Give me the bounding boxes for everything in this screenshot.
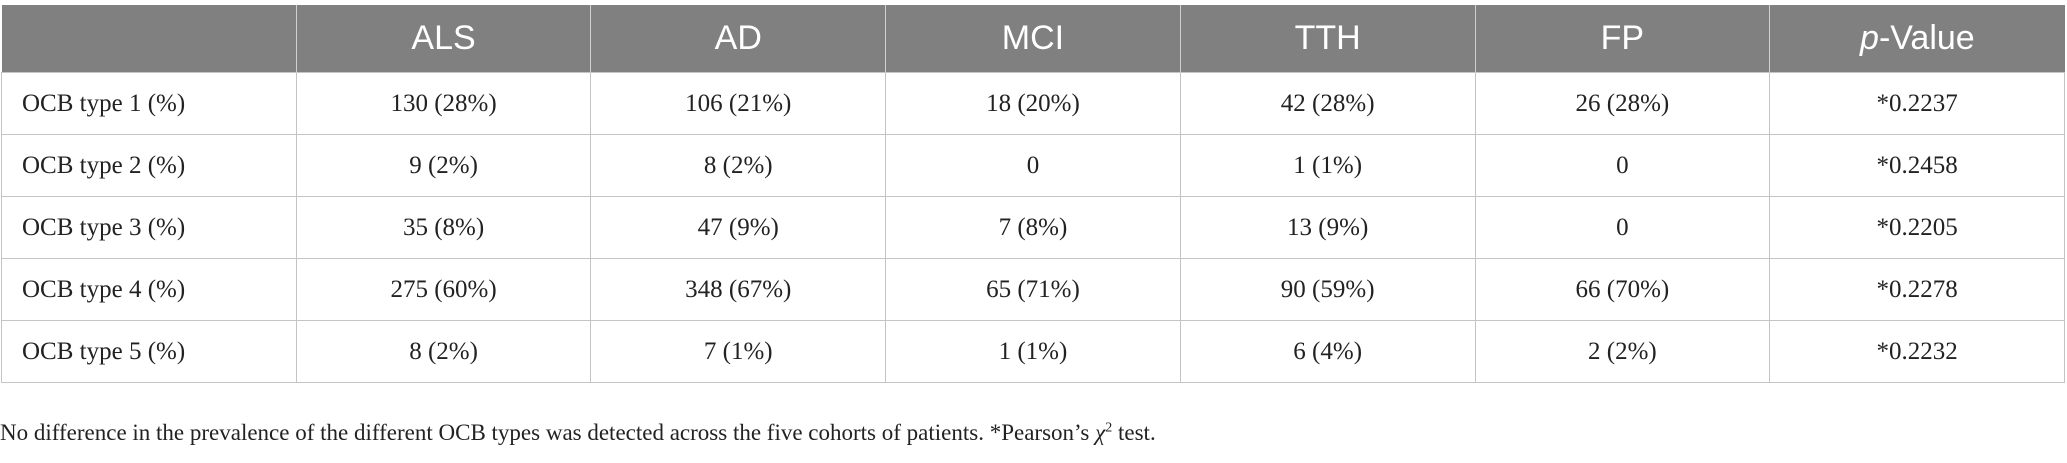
column-header: p-Value [1769, 5, 2065, 73]
cell: 0 [1474, 134, 1771, 197]
footnote-symbol: χ [1095, 420, 1106, 445]
cell: 8 (2%) [295, 320, 592, 383]
footnote: No difference in the prevalence of the d… [0, 420, 1156, 446]
cell: 6 (4%) [1179, 320, 1476, 383]
cell: 1 (1%) [1179, 134, 1476, 197]
cell: 9 (2%) [295, 134, 592, 197]
footnote-after: test. [1112, 420, 1156, 445]
table-row: OCB type 1 (%) 130 (28%) 106 (21%) 18 (20%)… [1, 72, 2065, 135]
row-label: OCB type 4 (%) [1, 258, 297, 321]
row-label: OCB type 1 (%) [1, 72, 297, 135]
cell: *0.2278 [1769, 258, 2065, 321]
column-header: TTH [1179, 5, 1476, 73]
table-body: OCB type 1 (%) 130 (28%) 106 (21%) 18 (20%)… [1, 72, 2065, 383]
row-label: OCB type 3 (%) [1, 196, 297, 259]
cell: 66 (70%) [1474, 258, 1771, 321]
cell: 8 (2%) [590, 134, 887, 197]
cell: 26 (28%) [1474, 72, 1771, 135]
cell: *0.2458 [1769, 134, 2065, 197]
cell: *0.2205 [1769, 196, 2065, 259]
footnote-sup: 2 [1105, 420, 1113, 436]
cell: 65 (71%) [885, 258, 1181, 321]
column-header: MCI [885, 5, 1181, 73]
cell: 106 (21%) [590, 72, 887, 135]
cell: 1 (1%) [885, 320, 1181, 383]
cell: 35 (8%) [295, 196, 592, 259]
cell: 7 (1%) [590, 320, 887, 383]
header-italic: p [1860, 19, 1879, 57]
cell: 0 [1474, 196, 1771, 259]
cell: 13 (9%) [1179, 196, 1476, 259]
cell: 275 (60%) [295, 258, 592, 321]
table-row: OCB type 2 (%) 9 (2%) 8 (2%) 0 1 (1%) 0 *0.245… [1, 134, 2065, 197]
table-row: OCB type 3 (%) 35 (8%) 47 (9%) 7 (8%) 13 (9%… [1, 196, 2065, 259]
column-header: AD [590, 5, 886, 73]
cell: 42 (28%) [1179, 72, 1476, 135]
cell: *0.2237 [1769, 72, 2065, 135]
cell: 348 (67%) [590, 258, 887, 321]
cell: *0.2232 [1769, 320, 2065, 383]
table-row: OCB type 4 (%) 275 (60%) 348 (67%) 65 (71%)… [1, 258, 2065, 321]
header-text: -Value [1878, 19, 1975, 57]
data-table: ALS AD MCI TTH FP p-Value OCB type 1 (%) 130 (… [1, 5, 2065, 383]
row-label: OCB type 5 (%) [1, 320, 297, 383]
column-header: ALS [295, 5, 591, 73]
cell: 18 (20%) [885, 72, 1181, 135]
cell: 90 (59%) [1179, 258, 1476, 321]
cell: 47 (9%) [590, 196, 887, 259]
footnote-text: No difference in the prevalence of the d… [0, 420, 1096, 445]
row-label: OCB type 2 (%) [1, 134, 297, 197]
header-row: ALS AD MCI TTH FP p-Value [1, 5, 2065, 73]
cell: 130 (28%) [295, 72, 592, 135]
cell: 0 [885, 134, 1181, 197]
column-header: FP [1474, 5, 1770, 73]
column-header [1, 5, 297, 73]
table-row: OCB type 5 (%) 8 (2%) 7 (1%) 1 (1%) 6 (4%) 2 … [1, 320, 2065, 383]
cell: 2 (2%) [1474, 320, 1771, 383]
cell: 7 (8%) [885, 196, 1181, 259]
